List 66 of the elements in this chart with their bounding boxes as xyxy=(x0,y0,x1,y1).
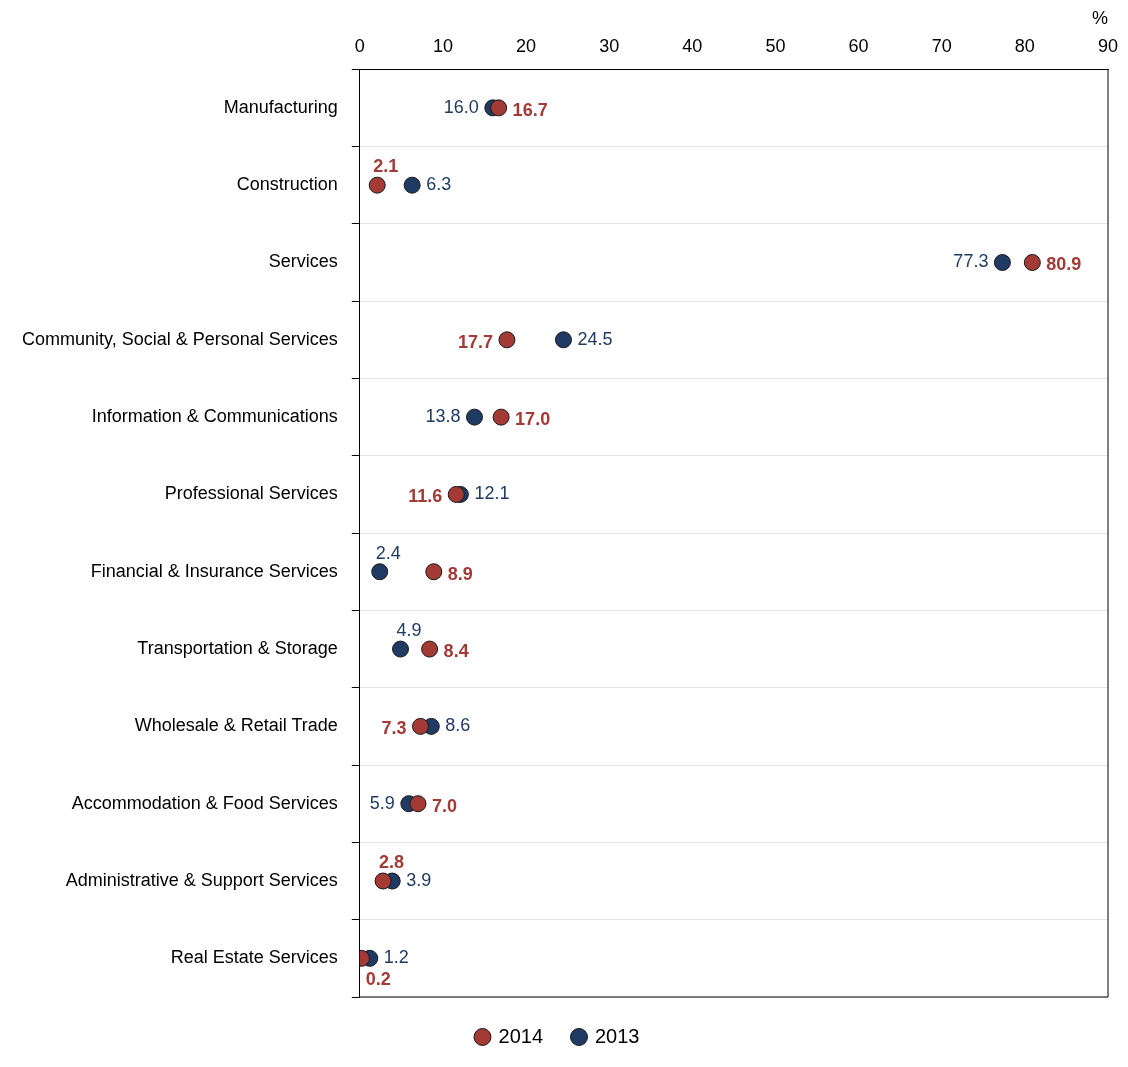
data-label: 7.0 xyxy=(431,795,458,816)
x-tick-label: 80 xyxy=(1014,36,1035,57)
data-label: 0.2 xyxy=(365,969,391,990)
data-label: 13.8 xyxy=(425,406,461,427)
x-tick-label: 0 xyxy=(354,36,365,57)
data-label: 1.2 xyxy=(383,947,409,968)
data-label: 7.3 xyxy=(381,718,407,739)
x-tick-label: 30 xyxy=(599,36,620,57)
y-tick-label: Construction xyxy=(236,174,338,195)
point xyxy=(466,408,484,426)
point xyxy=(1023,253,1041,271)
x-tick-label: 20 xyxy=(516,36,537,57)
data-label: 2.1 xyxy=(373,156,399,177)
point xyxy=(993,253,1011,271)
y-tick-label: Community, Social & Personal Services xyxy=(21,328,338,349)
y-tick-label: Services xyxy=(268,251,338,272)
data-label: 2.4 xyxy=(375,542,401,563)
data-label: 3.9 xyxy=(406,869,432,890)
point xyxy=(371,563,389,581)
x-axis-title: % xyxy=(1091,7,1108,28)
point xyxy=(425,563,443,581)
data-label: 12.1 xyxy=(474,483,510,504)
data-label: 77.3 xyxy=(953,251,989,272)
data-label: 17.7 xyxy=(457,331,493,352)
data-label: 80.9 xyxy=(1046,254,1082,275)
y-tick-label: Accommodation & Food Services xyxy=(71,792,338,813)
point xyxy=(411,717,429,735)
data-label: 5.9 xyxy=(369,792,395,813)
y-tick-label: Administrative & Support Services xyxy=(65,869,338,890)
data-label: 17.0 xyxy=(515,409,551,430)
y-tick-label: Information & Communications xyxy=(91,406,338,427)
data-label: 8.6 xyxy=(445,715,471,736)
point xyxy=(392,640,410,658)
data-label: 16.0 xyxy=(443,96,479,117)
point xyxy=(554,331,572,349)
y-tick-label: Wholesale & Retail Trade xyxy=(134,715,338,736)
data-label: 4.9 xyxy=(396,620,422,641)
y-tick-label: Manufacturing xyxy=(223,96,338,117)
point xyxy=(403,176,421,194)
point xyxy=(368,176,386,194)
data-label: 2.8 xyxy=(379,851,405,872)
x-tick-label: 70 xyxy=(931,36,952,57)
data-label: 24.5 xyxy=(577,328,613,349)
y-tick-label: Transportation & Storage xyxy=(137,638,338,659)
point xyxy=(498,331,516,349)
legend-label: 2013 xyxy=(595,1024,640,1047)
y-tick-label: Financial & Insurance Services xyxy=(90,560,338,581)
x-tick-label: 50 xyxy=(765,36,786,57)
x-tick-label: 10 xyxy=(432,36,453,57)
x-tick-label: 40 xyxy=(682,36,703,57)
y-tick-label: Real Estate Services xyxy=(170,947,338,968)
point xyxy=(490,99,508,117)
x-tick-label: 60 xyxy=(848,36,869,57)
data-label: 8.9 xyxy=(447,563,473,584)
legend-label: 2014 xyxy=(498,1024,544,1047)
point xyxy=(374,872,392,890)
point xyxy=(421,640,439,658)
y-tick-label: Professional Services xyxy=(164,483,338,504)
data-label: 8.4 xyxy=(443,641,469,662)
point xyxy=(492,408,510,426)
data-label: 16.7 xyxy=(512,99,548,120)
point xyxy=(409,795,427,813)
point xyxy=(447,485,465,503)
data-label: 11.6 xyxy=(408,486,443,507)
data-label: 6.3 xyxy=(426,174,452,195)
x-tick-label: 90 xyxy=(1097,36,1119,57)
